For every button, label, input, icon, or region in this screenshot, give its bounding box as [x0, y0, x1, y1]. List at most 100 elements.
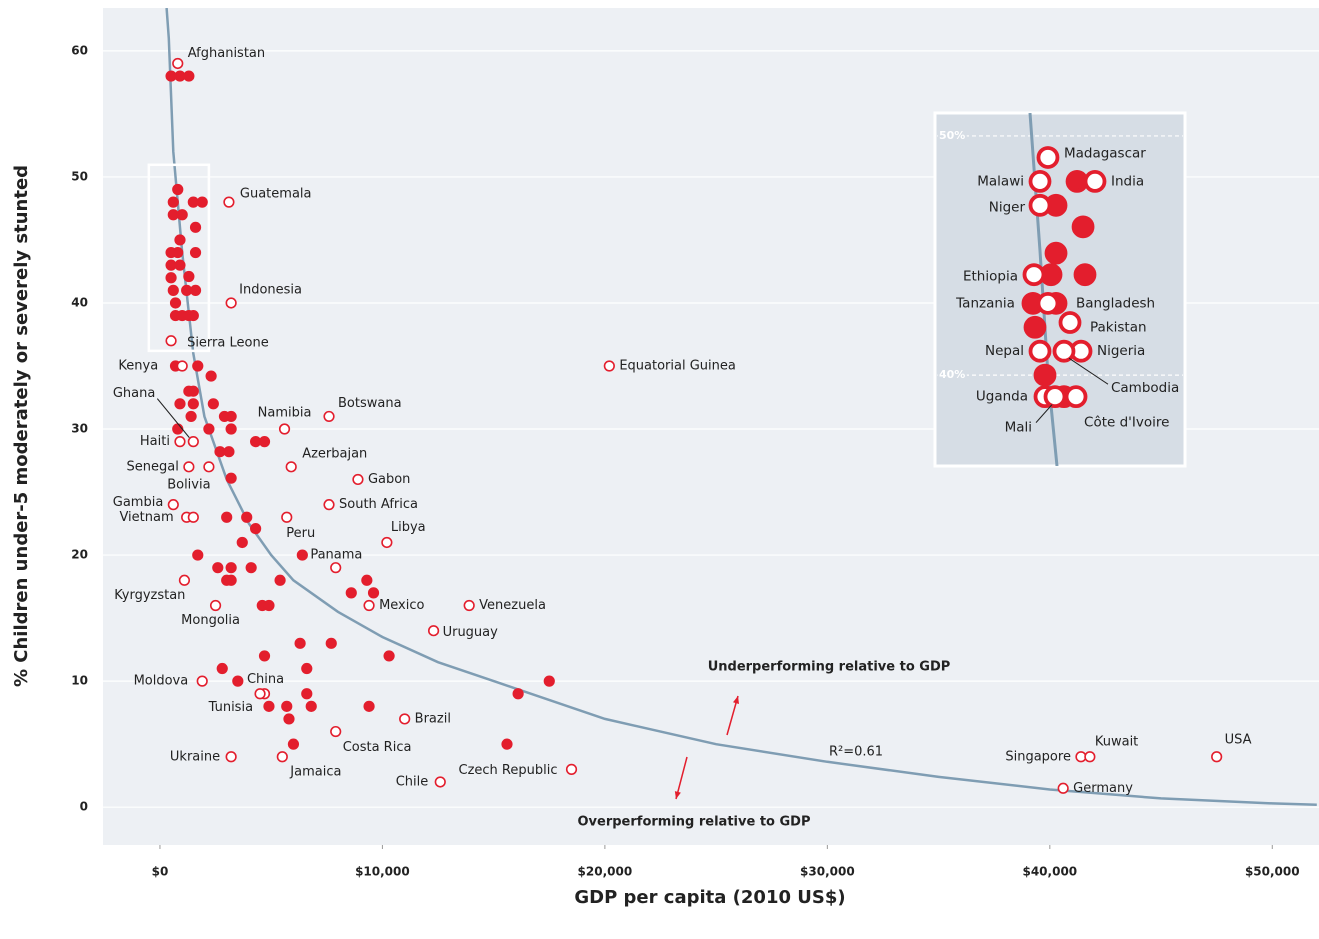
point	[176, 209, 188, 221]
point	[203, 423, 215, 435]
point-open	[1083, 169, 1107, 193]
point	[192, 549, 204, 561]
point-open	[603, 360, 615, 372]
point	[225, 574, 237, 586]
fit-line	[165, 8, 1317, 806]
point	[512, 688, 524, 700]
point-label: Libya	[391, 520, 426, 535]
point-label: Equatorial Guinea	[619, 358, 736, 373]
point	[216, 662, 228, 675]
point	[183, 270, 195, 283]
point	[225, 423, 237, 435]
point-label: Nigeria	[1097, 343, 1145, 359]
point-label: Uruguay	[443, 625, 499, 640]
point	[172, 423, 184, 435]
point-label: India	[1111, 173, 1144, 189]
point	[274, 574, 286, 586]
point-open	[187, 511, 199, 523]
point	[167, 284, 179, 296]
point-label: Mongolia	[181, 613, 240, 628]
point	[189, 284, 202, 296]
y-tick-label: 40	[71, 295, 88, 309]
x-tick-label: $30,000	[800, 865, 855, 879]
point	[245, 562, 257, 574]
point	[187, 309, 199, 322]
point	[225, 562, 237, 574]
point	[187, 385, 199, 397]
point-label: Vietnam	[119, 510, 173, 525]
point-label: Nepal	[985, 343, 1024, 359]
point-label: Bolivia	[167, 477, 210, 492]
leader-line	[156, 398, 190, 438]
point-open	[1064, 385, 1088, 409]
point	[367, 587, 380, 599]
y-tick-label: 30	[71, 422, 88, 436]
point-label: Guatemala	[240, 187, 312, 202]
arrow-head	[674, 791, 681, 799]
point	[296, 549, 308, 561]
point-label: Gabon	[368, 472, 411, 487]
point	[187, 398, 199, 410]
inset-panel	[933, 111, 1187, 468]
point	[189, 221, 202, 233]
point-open	[178, 574, 191, 586]
point-open	[1058, 311, 1082, 334]
point-label: Panama	[310, 548, 362, 563]
point	[232, 675, 244, 687]
point	[305, 700, 317, 712]
point	[165, 272, 177, 284]
x-tick-label: $20,000	[578, 865, 633, 879]
point-label: Gambia	[113, 495, 164, 510]
point-open	[463, 599, 475, 612]
point-open	[1022, 263, 1046, 287]
y-axis-title: % Children under-5 moderately or severel…	[11, 165, 32, 687]
point-open	[196, 675, 208, 687]
point-open	[276, 751, 288, 763]
point	[543, 675, 555, 687]
point-open	[1057, 782, 1069, 794]
point	[189, 246, 202, 259]
point-open	[183, 461, 195, 473]
point-label: Azerbajan	[302, 446, 367, 461]
annotation: R²=0.61	[829, 745, 883, 760]
point-label: Malawi	[977, 173, 1024, 189]
point-label: South Africa	[339, 497, 418, 512]
point	[221, 511, 233, 523]
point	[241, 511, 253, 523]
point	[363, 700, 375, 712]
x-axis-title: GDP per capita (2010 US$)	[574, 887, 845, 908]
point-open	[330, 562, 342, 574]
point-open	[427, 625, 440, 637]
point-label: Costa Rica	[343, 740, 412, 755]
point-open	[278, 423, 291, 435]
point-label: Bangladesh	[1076, 295, 1155, 311]
point-label: Madagascar	[1064, 145, 1146, 161]
point-open	[187, 436, 199, 448]
point-label: Haiti	[140, 434, 170, 449]
point-label: Tanzania	[955, 295, 1015, 311]
point-open	[209, 599, 222, 612]
point-open	[1052, 339, 1076, 363]
point-open	[399, 713, 411, 725]
point	[223, 446, 235, 458]
inset-tick-label: 50%	[939, 129, 965, 142]
point-open	[352, 473, 364, 486]
point	[1071, 215, 1095, 239]
point	[185, 410, 197, 423]
point	[174, 234, 186, 246]
point-open	[330, 725, 342, 738]
point	[1023, 315, 1047, 339]
point	[192, 360, 204, 372]
point-label: Jamaica	[289, 764, 341, 779]
y-tick-label: 50	[71, 169, 88, 183]
point	[174, 259, 186, 271]
point	[258, 436, 271, 448]
point-label: Czech Republic	[459, 763, 558, 778]
point	[172, 183, 184, 196]
point	[345, 587, 357, 599]
point	[301, 662, 313, 675]
point	[1044, 241, 1068, 265]
point-open	[1028, 193, 1052, 217]
point-label: Ghana	[113, 386, 156, 401]
